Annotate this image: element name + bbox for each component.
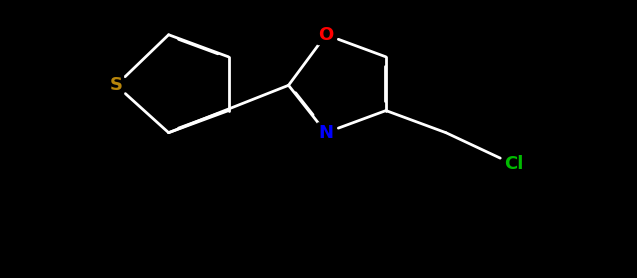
Text: S: S [110, 76, 123, 94]
Text: N: N [318, 124, 334, 142]
Text: Cl: Cl [504, 155, 523, 173]
Text: O: O [318, 26, 334, 44]
